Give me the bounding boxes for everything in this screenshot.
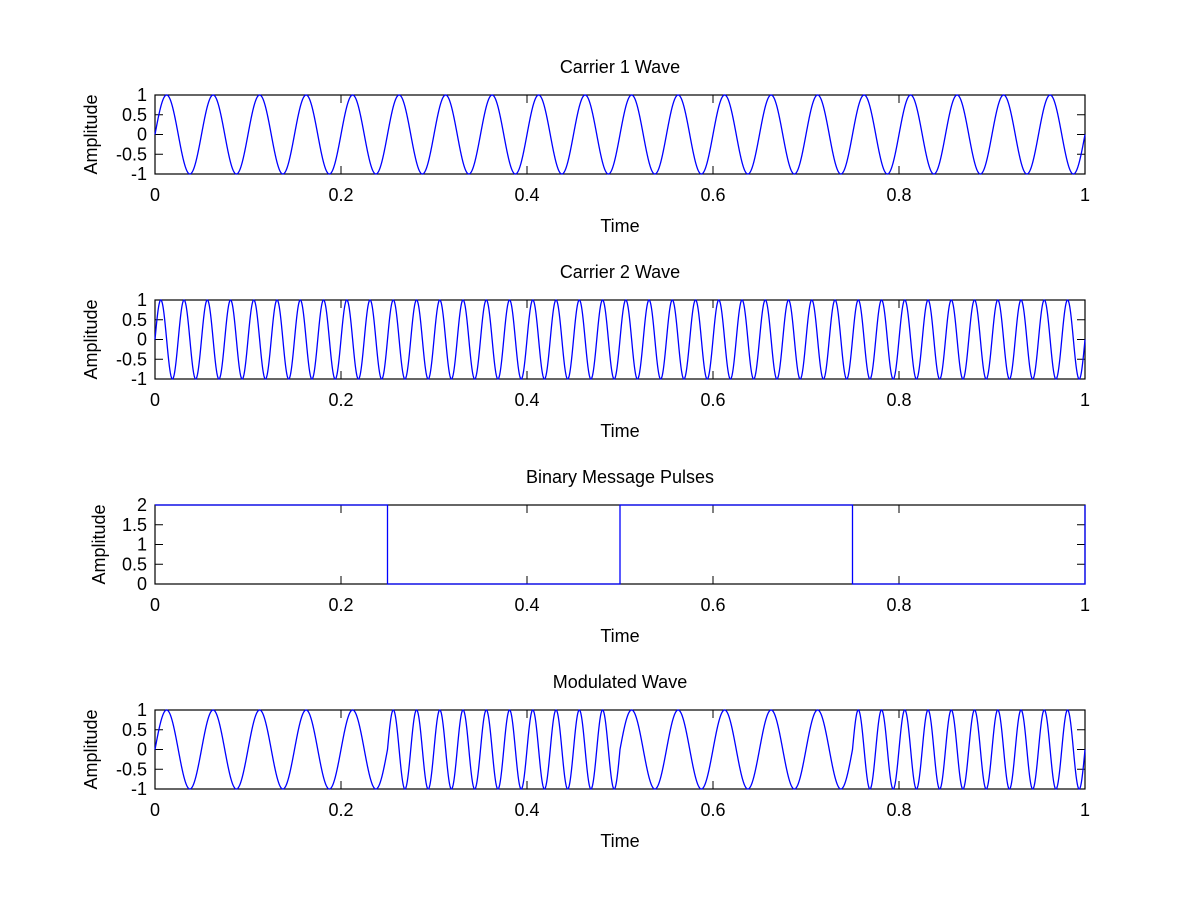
y-tick-label: 2: [137, 495, 147, 515]
x-tick-label: 0.4: [514, 595, 539, 615]
series-line: [154, 709, 1086, 790]
x-tick-label: 0.4: [514, 185, 539, 205]
y-tick-label: 0: [137, 125, 147, 145]
y-tick-label: 0: [137, 330, 147, 350]
series-line: [154, 299, 1086, 380]
x-tick-label: 0.6: [700, 185, 725, 205]
y-tick-label: 1: [137, 535, 147, 555]
y-axis-label: Amplitude: [89, 504, 109, 584]
x-tick-label: 0: [150, 390, 160, 410]
y-tick-label: 1: [137, 85, 147, 105]
x-tick-label: 0.2: [328, 595, 353, 615]
x-tick-label: 0.2: [328, 390, 353, 410]
x-axis-label: Time: [600, 421, 639, 441]
x-tick-label: 0.6: [700, 595, 725, 615]
chart-title: Binary Message Pulses: [526, 467, 714, 487]
x-tick-label: 0: [150, 800, 160, 820]
y-tick-label: 1: [137, 700, 147, 720]
x-tick-label: 0.4: [514, 390, 539, 410]
x-tick-label: 1: [1080, 595, 1090, 615]
y-tick-label: -1: [131, 779, 147, 799]
x-tick-label: 0.2: [328, 800, 353, 820]
y-tick-label: 1: [137, 290, 147, 310]
y-axis-label: Amplitude: [81, 299, 101, 379]
y-axis-label: Amplitude: [81, 94, 101, 174]
series-line: [154, 94, 1086, 175]
chart-title: Carrier 1 Wave: [560, 57, 680, 77]
y-tick-label: 0: [137, 740, 147, 760]
y-axis-label: Amplitude: [81, 709, 101, 789]
y-tick-label: 0.5: [122, 310, 147, 330]
x-tick-label: 0.8: [886, 595, 911, 615]
x-tick-label: 1: [1080, 185, 1090, 205]
x-tick-label: 0.8: [886, 800, 911, 820]
x-tick-label: 0.8: [886, 185, 911, 205]
series-line: [155, 504, 1086, 585]
y-tick-label: -1: [131, 164, 147, 184]
y-tick-label: 0.5: [122, 720, 147, 740]
x-tick-label: 1: [1080, 800, 1090, 820]
x-axis-label: Time: [600, 626, 639, 646]
x-axis-label: Time: [600, 831, 639, 851]
x-axis-label: Time: [600, 216, 639, 236]
x-tick-label: 0.4: [514, 800, 539, 820]
y-tick-label: 0.5: [122, 105, 147, 125]
x-tick-label: 0.8: [886, 390, 911, 410]
y-tick-label: -0.5: [116, 759, 147, 779]
y-tick-label: -0.5: [116, 144, 147, 164]
y-tick-label: -1: [131, 369, 147, 389]
x-tick-label: 0.6: [700, 800, 725, 820]
x-tick-label: 0.2: [328, 185, 353, 205]
chart-title: Carrier 2 Wave: [560, 262, 680, 282]
x-tick-label: 1: [1080, 390, 1090, 410]
x-tick-label: 0.6: [700, 390, 725, 410]
x-tick-label: 0: [150, 185, 160, 205]
y-tick-label: -0.5: [116, 349, 147, 369]
x-tick-label: 0: [150, 595, 160, 615]
y-tick-label: 0: [137, 574, 147, 594]
chart-title: Modulated Wave: [553, 672, 687, 692]
y-tick-label: 1.5: [122, 515, 147, 535]
y-tick-label: 0.5: [122, 554, 147, 574]
